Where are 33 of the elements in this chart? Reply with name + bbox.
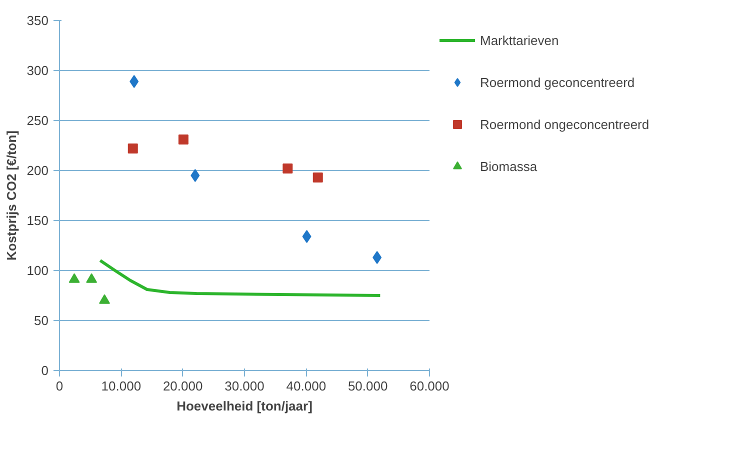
legend-label: Roermond ongeconcentreerd bbox=[480, 116, 650, 132]
y-tick-label: 100 bbox=[26, 263, 49, 278]
x-tick-label: 50.000 bbox=[348, 378, 388, 394]
point bbox=[282, 164, 293, 174]
x-axis-title: Hoeveelheid [ton/jaar] bbox=[176, 398, 312, 414]
point bbox=[372, 251, 382, 264]
x-tick-label: 0 bbox=[56, 378, 64, 394]
x-tick-label: 30.000 bbox=[224, 378, 264, 394]
y-tick-label: 0 bbox=[41, 363, 49, 378]
y-tick-label: 350 bbox=[26, 13, 49, 28]
point bbox=[312, 172, 323, 182]
y-tick-label: 150 bbox=[26, 213, 49, 228]
line-series bbox=[98, 259, 382, 297]
point bbox=[190, 169, 200, 182]
x-tick-label: 40.000 bbox=[286, 378, 326, 394]
legend-label: Roermond geconcentreerd bbox=[480, 74, 635, 90]
point bbox=[99, 294, 110, 304]
legend-label: Biomassa bbox=[480, 158, 538, 174]
y-tick-label: 200 bbox=[26, 163, 49, 178]
x-tick-label: 20.000 bbox=[162, 378, 203, 394]
legend-label: Markttarieven bbox=[480, 32, 559, 48]
y-axis-title: Kostprijs CO2 [€/ton] bbox=[4, 130, 19, 261]
x-tick-label: 10.000 bbox=[101, 378, 142, 394]
point bbox=[302, 230, 312, 243]
point bbox=[130, 75, 139, 88]
point bbox=[128, 144, 138, 154]
point bbox=[86, 273, 98, 283]
point bbox=[178, 134, 188, 144]
y-tick-label: 250 bbox=[26, 113, 49, 128]
y-tick-label: 300 bbox=[26, 63, 49, 78]
point bbox=[68, 273, 80, 283]
y-tick-label: 50 bbox=[34, 313, 49, 328]
x-tick-label: 60.000 bbox=[410, 378, 450, 394]
